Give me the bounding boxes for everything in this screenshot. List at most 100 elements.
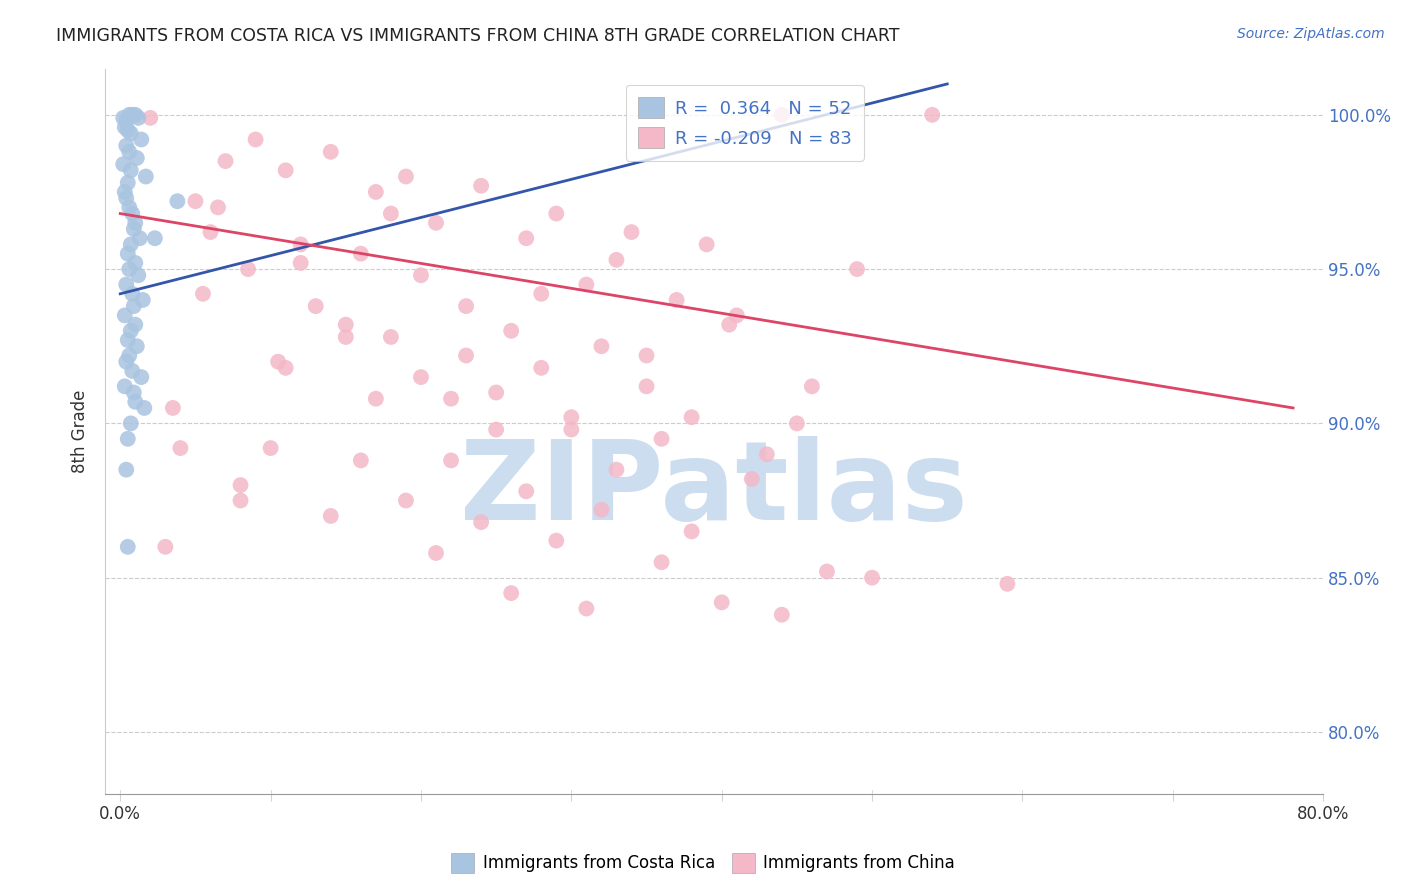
- Point: [118, 200, 141, 214]
- Point: [274, 360, 297, 375]
- Point: [319, 145, 342, 159]
- Point: [440, 453, 463, 467]
- Point: [335, 318, 357, 332]
- Point: [395, 493, 418, 508]
- Point: [115, 277, 138, 292]
- Point: [115, 138, 138, 153]
- Text: ZIPatlas: ZIPatlas: [460, 435, 969, 542]
- Point: [135, 169, 157, 184]
- Point: [114, 309, 136, 323]
- Point: [755, 447, 778, 461]
- Point: [501, 586, 523, 600]
- Point: [409, 268, 432, 283]
- Point: [115, 354, 138, 368]
- Point: [815, 565, 838, 579]
- Point: [560, 410, 582, 425]
- Point: [319, 508, 342, 523]
- Point: [117, 176, 139, 190]
- Point: [560, 423, 582, 437]
- Point: [470, 178, 492, 193]
- Point: [117, 123, 139, 137]
- Point: [129, 370, 152, 384]
- Point: [605, 463, 627, 477]
- Point: [236, 262, 259, 277]
- Point: [274, 163, 297, 178]
- Point: [651, 555, 673, 569]
- Point: [305, 299, 328, 313]
- Point: [636, 349, 658, 363]
- Point: [575, 601, 598, 615]
- Point: [121, 108, 143, 122]
- Point: [207, 200, 229, 214]
- Point: [636, 379, 658, 393]
- Point: [470, 515, 492, 529]
- Point: [718, 318, 741, 332]
- Point: [115, 114, 138, 128]
- Point: [229, 493, 252, 508]
- Point: [530, 360, 553, 375]
- Point: [117, 246, 139, 260]
- Point: [485, 385, 508, 400]
- Point: [454, 349, 477, 363]
- Point: [120, 163, 142, 178]
- Point: [169, 441, 191, 455]
- Point: [710, 595, 733, 609]
- Point: [112, 157, 135, 171]
- Point: [155, 540, 177, 554]
- Point: [114, 379, 136, 393]
- Point: [120, 324, 142, 338]
- Point: [166, 194, 188, 209]
- Point: [515, 484, 537, 499]
- Point: [125, 151, 148, 165]
- Point: [115, 191, 138, 205]
- Point: [132, 293, 155, 307]
- Point: [860, 571, 883, 585]
- Point: [128, 231, 150, 245]
- Point: [127, 111, 149, 125]
- Point: [786, 417, 808, 431]
- Point: [112, 111, 135, 125]
- Point: [665, 293, 688, 307]
- Text: IMMIGRANTS FROM COSTA RICA VS IMMIGRANTS FROM CHINA 8TH GRADE CORRELATION CHART: IMMIGRANTS FROM COSTA RICA VS IMMIGRANTS…: [56, 27, 900, 45]
- Point: [681, 524, 703, 539]
- Point: [127, 268, 149, 283]
- Point: [184, 194, 207, 209]
- Point: [395, 169, 418, 184]
- Point: [117, 540, 139, 554]
- Point: [125, 339, 148, 353]
- Point: [124, 318, 146, 332]
- Point: [995, 577, 1018, 591]
- Point: [114, 185, 136, 199]
- Point: [846, 262, 869, 277]
- Legend: R =  0.364   N = 52, R = -0.209   N = 83: R = 0.364 N = 52, R = -0.209 N = 83: [626, 85, 865, 161]
- Point: [546, 533, 568, 548]
- Point: [501, 324, 523, 338]
- Point: [118, 349, 141, 363]
- Point: [122, 299, 145, 313]
- Point: [591, 339, 613, 353]
- Point: [139, 111, 162, 125]
- Point: [350, 246, 373, 260]
- Point: [380, 330, 402, 344]
- Point: [364, 392, 387, 406]
- Point: [121, 286, 143, 301]
- Point: [200, 225, 222, 239]
- Point: [120, 237, 142, 252]
- Point: [134, 401, 156, 415]
- Point: [114, 120, 136, 135]
- Point: [214, 154, 236, 169]
- Point: [118, 108, 141, 122]
- Point: [290, 256, 312, 270]
- Y-axis label: 8th Grade: 8th Grade: [72, 390, 89, 473]
- Point: [696, 237, 718, 252]
- Point: [115, 463, 138, 477]
- Point: [124, 108, 146, 122]
- Point: [129, 132, 152, 146]
- Point: [725, 309, 748, 323]
- Point: [409, 370, 432, 384]
- Point: [121, 364, 143, 378]
- Point: [122, 385, 145, 400]
- Point: [741, 472, 763, 486]
- Point: [800, 379, 823, 393]
- Point: [120, 417, 142, 431]
